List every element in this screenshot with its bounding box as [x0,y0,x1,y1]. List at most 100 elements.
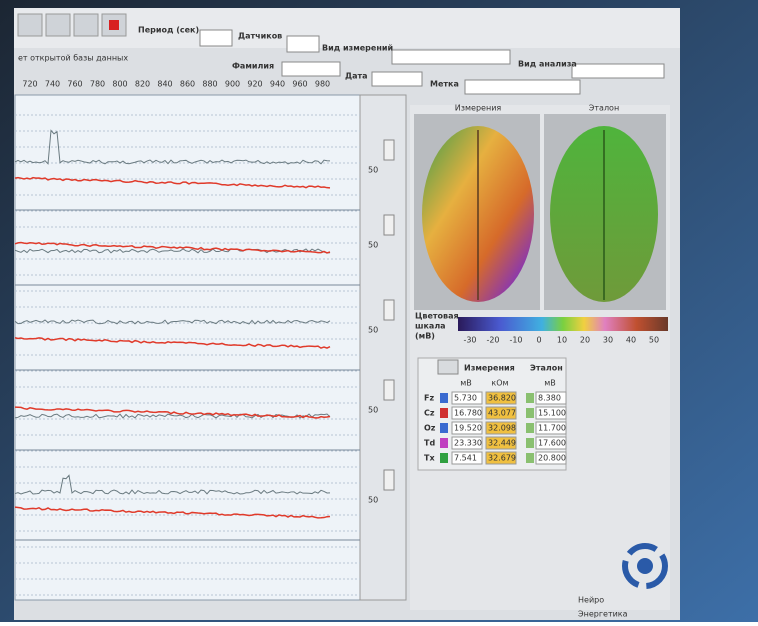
eeg-plot [15,95,360,600]
label: 5.730 [454,394,477,403]
label: -20 [486,336,499,345]
label: Вид анализа [518,60,577,69]
label: 50 [368,166,378,175]
surname-field[interactable] [282,62,340,76]
label: Измерения [464,364,515,373]
swatch [526,453,534,463]
label: 920 [247,80,262,89]
label: 23.330 [454,439,482,448]
label: 20.800 [538,454,566,463]
label: 50 [368,326,378,335]
screen-photo: Период (сек) Датчиков Вид измерений Вид ана… [0,0,758,622]
label: 32.098 [488,424,516,433]
button[interactable] [46,14,70,36]
label: кОм [491,379,508,388]
label: Oz [424,424,436,433]
label: 900 [225,80,240,89]
swatch [440,438,448,448]
label: -10 [509,336,522,345]
label: 19.520 [454,424,482,433]
swatch [440,408,448,418]
button[interactable] [74,14,98,36]
label: 800 [112,80,127,89]
label: 50 [368,406,378,415]
label: 17.600 [538,439,566,448]
label: 940 [270,80,285,89]
label: Cz [424,409,435,418]
label: 10 [557,336,567,345]
label: 780 [90,80,105,89]
label: шкала [415,322,446,331]
label: 43.077 [488,409,516,418]
label: 16.780 [454,409,482,418]
label: -30 [463,336,476,345]
label: Период (сек) [138,26,199,35]
label: Цветовая [415,312,459,321]
label: 40 [626,336,636,345]
label: 50 [368,241,378,250]
scale-column [360,95,406,600]
label: 960 [292,80,307,89]
swatch [440,393,448,403]
swatch [526,423,534,433]
label: 32.449 [488,439,516,448]
label: 30 [603,336,613,345]
label: 8.380 [538,394,561,403]
label: 740 [45,80,60,89]
date-field[interactable] [372,72,422,86]
label: 880 [202,80,217,89]
label: Фамилия [232,62,274,71]
scroll-button[interactable] [384,215,394,235]
label: Метка [430,80,459,89]
mark-field[interactable] [465,80,580,94]
label: ет открытой базы данных [18,54,128,63]
period-field[interactable] [200,30,232,46]
label: 720 [22,80,37,89]
label: Энергетика [578,610,628,619]
label: 15.100 [538,409,566,418]
swatch [526,438,534,448]
label: Вид измерений [322,44,393,53]
label: 820 [135,80,150,89]
label: мВ [544,379,556,388]
label: 11.700 [538,424,566,433]
label: 36.820 [488,394,516,403]
swatch [526,408,534,418]
label: Tx [424,454,435,463]
label: 32.679 [488,454,516,463]
swatch [440,423,448,433]
sensors-field[interactable] [287,36,319,52]
label: Эталон [589,104,619,113]
color-scale-bar [458,317,668,331]
label: 980 [315,80,330,89]
label: Дата [345,72,368,81]
label: Датчиков [238,32,282,41]
button[interactable] [438,360,458,374]
label: Эталон [530,364,563,373]
label: Fz [424,394,434,403]
label: 7.541 [454,454,477,463]
label: (мВ) [415,332,435,341]
scroll-button[interactable] [384,300,394,320]
label: Измерения [455,104,502,113]
label: Нейро [578,596,604,605]
scroll-button[interactable] [384,140,394,160]
stop-icon [109,20,119,30]
swatch [526,393,534,403]
scroll-button[interactable] [384,470,394,490]
label: Td [424,439,435,448]
label: 760 [67,80,82,89]
swatch [440,453,448,463]
label: 50 [368,496,378,505]
analysis-type-field[interactable] [572,64,664,78]
measure-type-field[interactable] [392,50,510,64]
logo-mark [637,558,653,574]
label: мВ [460,379,472,388]
label: 20 [580,336,590,345]
button[interactable] [18,14,42,36]
scroll-button[interactable] [384,380,394,400]
label: 840 [157,80,172,89]
label: 50 [649,336,659,345]
label: 860 [180,80,195,89]
label: 0 [536,336,541,345]
